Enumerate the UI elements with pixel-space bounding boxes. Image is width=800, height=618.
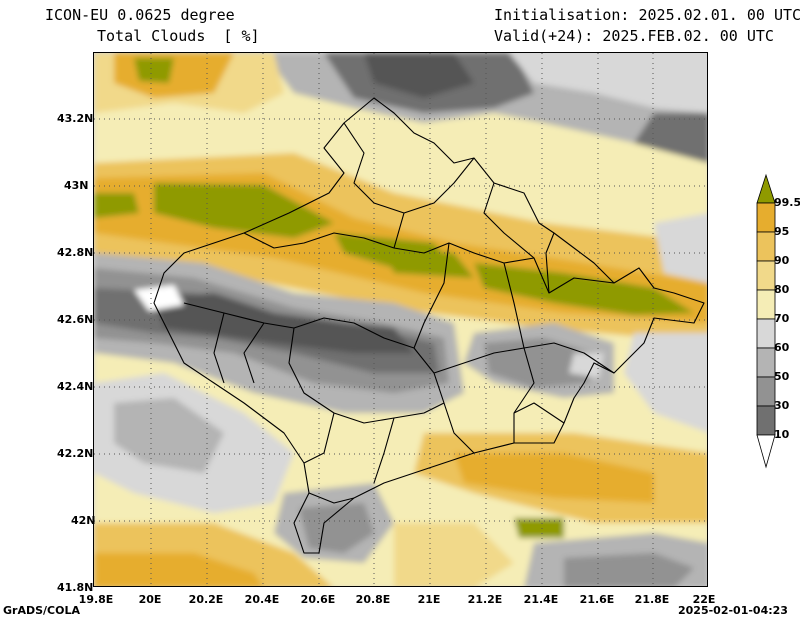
lat-tick-label: 41.8N (57, 581, 94, 594)
colorbar-label: 80 (774, 283, 790, 296)
lat-tick-label: 43N (64, 179, 89, 192)
lon-tick-label: 21.2E (467, 593, 503, 606)
colorbar-segment (756, 173, 776, 204)
lon-tick-label: 21.8E (634, 593, 670, 606)
lon-tick-label: 20E (138, 593, 162, 606)
lon-tick-label: 19.8E (78, 593, 114, 606)
colorbar-label: 70 (774, 312, 790, 325)
lon-tick-label: 20.6E (300, 593, 336, 606)
colorbar-label: 90 (774, 254, 790, 267)
lon-tick-label: 21.4E (523, 593, 559, 606)
colorbar-segment (756, 376, 776, 407)
footer-software: GrADS/COLA (3, 604, 80, 617)
colorbar-segment (756, 260, 776, 291)
lon-tick-label: 22E (692, 593, 716, 606)
colorbar-segment (756, 289, 776, 320)
lon-tick-label: 20.2E (188, 593, 224, 606)
lat-tick-label: 42N (71, 514, 96, 527)
footer-timestamp: 2025-02-01-04:23 (678, 604, 788, 617)
colorbar-segment (756, 231, 776, 262)
lat-tick-label: 43.2N (57, 112, 94, 125)
variable-title: Total Clouds [ %] (97, 27, 260, 45)
valid-time: Valid(+24): 2025.FEB.02. 00 UTC (494, 27, 774, 45)
colorbar-segment (756, 318, 776, 349)
colorbar-label: 60 (774, 341, 790, 354)
colorbar-label: 30 (774, 399, 790, 412)
colorbar (756, 173, 776, 469)
initialisation-time: Initialisation: 2025.02.01. 00 UTC (494, 6, 800, 24)
colorbar-segment (756, 434, 776, 469)
colorbar-label: 50 (774, 370, 790, 383)
lon-tick-label: 21.6E (579, 593, 615, 606)
admin-borders (153, 97, 705, 554)
colorbar-segment (756, 347, 776, 378)
graticule (94, 53, 707, 586)
lat-tick-label: 42.6N (57, 313, 94, 326)
model-title: ICON-EU 0.0625 degree (45, 6, 235, 24)
lat-tick-label: 42.8N (57, 246, 94, 259)
cloud-cover-map (93, 52, 708, 587)
colorbar-label: 99.5 (774, 196, 800, 209)
cloud-field (94, 53, 707, 586)
lat-tick-label: 42.2N (57, 447, 94, 460)
lon-tick-label: 21E (417, 593, 441, 606)
colorbar-segment (756, 405, 776, 436)
lon-tick-label: 20.4E (244, 593, 280, 606)
colorbar-label: 10 (774, 428, 790, 441)
colorbar-label: 95 (774, 225, 790, 238)
colorbar-segment (756, 202, 776, 233)
lat-tick-label: 42.4N (57, 380, 94, 393)
lon-tick-label: 20.8E (355, 593, 391, 606)
